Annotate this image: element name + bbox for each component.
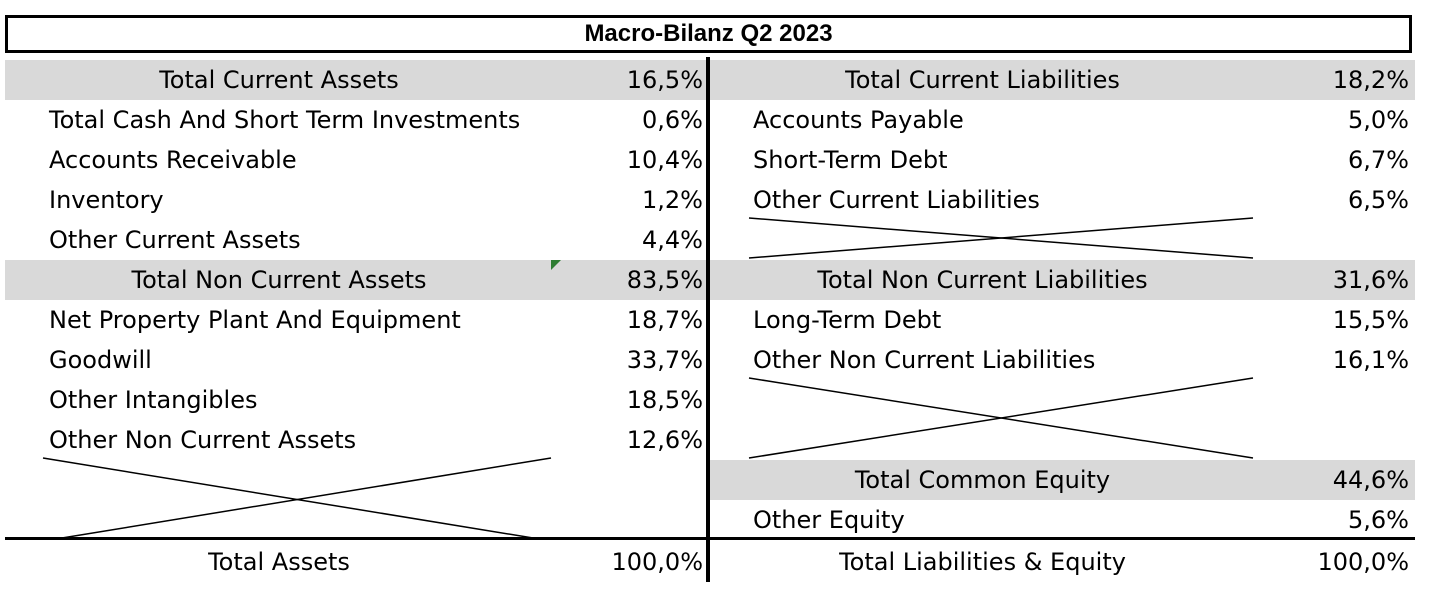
row-label: Other Equity [753,506,905,534]
row-value: 5,0% [1348,106,1409,134]
row-value: 100,0% [1317,548,1409,576]
row-value: 15,5% [1332,306,1409,334]
row-label: Total Non Current Liabilities [817,266,1148,294]
row-label: Short-Term Debt [753,146,948,174]
row-label: Accounts Receivable [49,146,297,174]
row-value: 18,2% [1332,66,1409,94]
row-value: 18,7% [626,306,703,334]
row-label: Total Assets [208,548,350,576]
asset-row: Inventory 1,2% [5,180,706,220]
row-value: 83,5% [626,266,703,294]
liability-row: Other Non Current Liabilities 16,1% [710,340,1415,380]
row-label: Goodwill [49,346,152,374]
equity-row: Other Equity 5,6% [710,500,1415,540]
asset-row: Other Intangibles 18,5% [5,380,706,420]
row-label: Total Current Liabilities [845,66,1120,94]
row-value: 18,5% [626,386,703,414]
row-value: 4,4% [642,226,703,254]
row-label: Other Non Current Assets [49,426,357,454]
total-common-equity-row: Total Common Equity 44,6% [710,460,1415,500]
totals-divider [5,537,1415,540]
row-label: Total Current Assets [159,66,399,94]
row-label: Inventory [49,186,164,214]
row-label: Long-Term Debt [753,306,942,334]
asset-row: Accounts Receivable 10,4% [5,140,706,180]
total-assets-row: Total Assets 100,0% [5,542,706,582]
total-current-assets-row: Total Current Assets 16,5% [5,60,706,100]
row-label: Total Non Current Assets [131,266,427,294]
row-value: 6,7% [1348,146,1409,174]
asset-row: Other Current Assets 4,4% [5,220,706,260]
row-value: 31,6% [1332,266,1409,294]
row-label: Other Intangibles [49,386,258,414]
liability-row: Short-Term Debt 6,7% [710,140,1415,180]
row-value: 16,5% [626,66,703,94]
row-value: 33,7% [626,346,703,374]
asset-row: Goodwill 33,7% [5,340,706,380]
asset-row: Net Property Plant And Equipment 18,7% [5,300,706,340]
row-value: 100,0% [611,548,703,576]
asset-row: Total Cash And Short Term Investments 0,… [5,100,706,140]
liability-row: Accounts Payable 5,0% [710,100,1415,140]
row-label: Other Non Current Liabilities [753,346,1096,374]
liability-row: Long-Term Debt 15,5% [710,300,1415,340]
row-value: 12,6% [626,426,703,454]
row-label: Accounts Payable [753,106,964,134]
row-value: 5,6% [1348,506,1409,534]
asset-row: Other Non Current Assets 12,6% [5,420,706,460]
sheet-title: Macro-Bilanz Q2 2023 [5,15,1412,53]
total-liabilities-equity-row: Total Liabilities & Equity 100,0% [710,542,1415,582]
liability-row: Other Current Liabilities 6,5% [710,180,1415,220]
row-value: 0,6% [642,106,703,134]
row-label: Other Current Assets [49,226,301,254]
row-value: 6,5% [1348,186,1409,214]
total-current-liabilities-row: Total Current Liabilities 18,2% [710,60,1415,100]
row-label: Other Current Liabilities [753,186,1040,214]
row-label: Total Liabilities & Equity [839,548,1126,576]
row-label: Total Common Equity [854,466,1111,494]
row-label: Total Cash And Short Term Investments [49,106,521,134]
cell-comment-indicator [551,260,561,270]
row-value: 1,2% [642,186,703,214]
column-divider [706,57,710,582]
total-non-current-assets-row: Total Non Current Assets 83,5% [5,260,706,300]
row-value: 16,1% [1332,346,1409,374]
row-label: Net Property Plant And Equipment [49,306,461,334]
row-value: 44,6% [1332,466,1409,494]
total-non-current-liabilities-row: Total Non Current Liabilities 31,6% [710,260,1415,300]
row-value: 10,4% [626,146,703,174]
